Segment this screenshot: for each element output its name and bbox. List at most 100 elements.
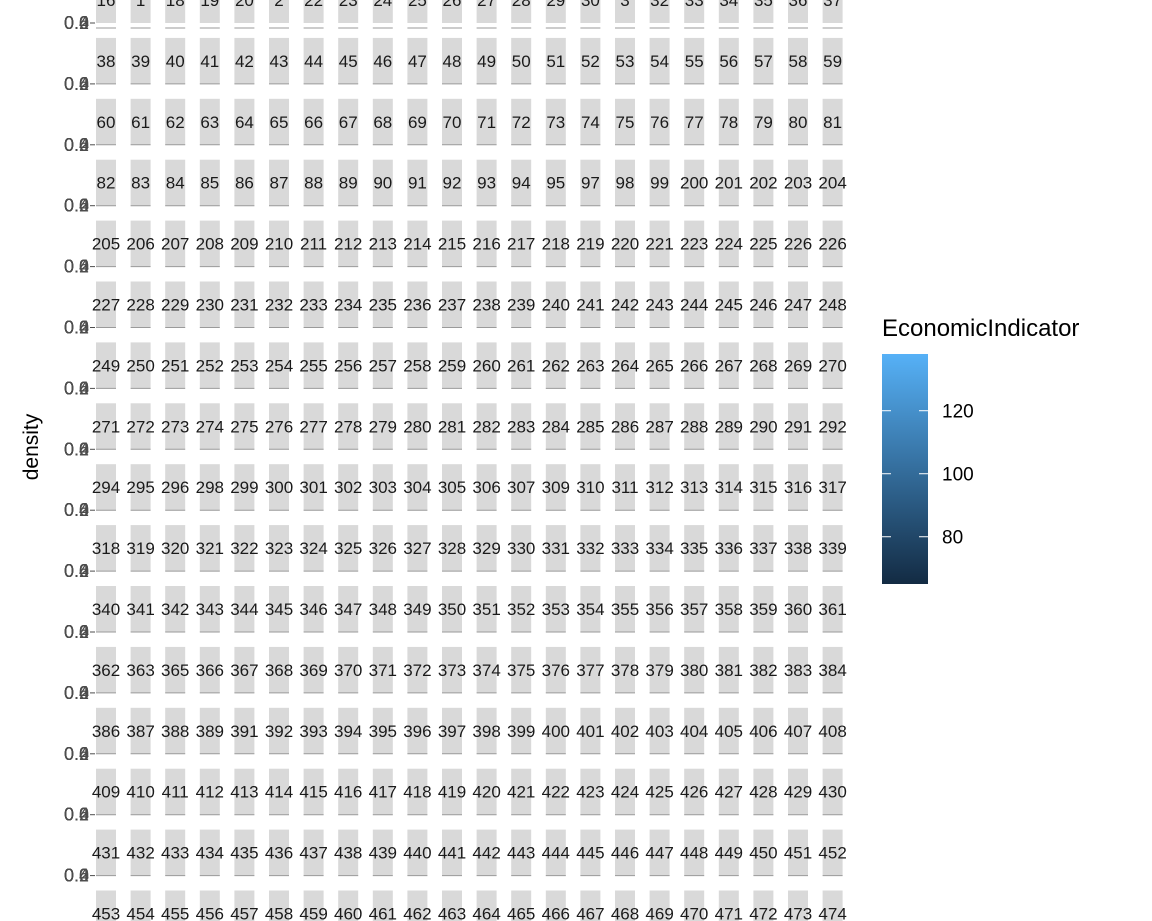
facet-panel: 433 [161, 830, 189, 876]
facet-strip-label: 383 [784, 661, 812, 680]
facet-strip-label: 347 [334, 600, 362, 619]
legend: EconomicIndicator 80100120 [882, 315, 1079, 584]
facet-strip-label: 200 [680, 174, 708, 193]
facet-strip-label: 47 [408, 52, 427, 71]
facet-panel: 246 [749, 282, 777, 328]
facet-panel: 319 [126, 525, 154, 571]
facet-panel: 238 [472, 282, 500, 328]
facet-panel: 279 [369, 403, 397, 449]
facet-strip-label: 314 [715, 478, 743, 497]
facet-strip-label: 396 [403, 722, 431, 741]
facet-strip-label: 462 [403, 905, 431, 921]
facet-panel: 437 [299, 830, 327, 876]
facet-panel: 266 [680, 342, 708, 388]
facet-strip-label: 312 [645, 478, 673, 497]
facet-panel: 252 [196, 342, 224, 388]
facet-panel: 388 [161, 708, 189, 754]
facet-strip-label: 78 [719, 113, 738, 132]
facet-panel: 19 [200, 0, 220, 28]
facet-panel: 337 [749, 525, 777, 571]
facet-strip-label: 285 [576, 417, 604, 436]
facet-panel: 60 [96, 99, 116, 145]
facet-panel: 358 [715, 586, 743, 632]
facet-strip-label: 466 [542, 905, 570, 921]
facet-strip-label: 3 [620, 0, 629, 10]
facet-panel: 458 [265, 891, 293, 921]
facet-panel: 467 [576, 891, 604, 921]
facet-strip-label: 216 [472, 235, 500, 254]
facet-strip-label: 227 [92, 296, 120, 315]
facet-panel: 372 [403, 647, 431, 693]
facet-strip-label: 267 [715, 356, 743, 375]
facet-panel: 322 [230, 525, 258, 571]
facet-panel: 221 [645, 221, 673, 267]
facet-panel: 239 [507, 282, 535, 328]
facet-strip-label: 350 [438, 600, 466, 619]
facet-panel: 397 [438, 708, 466, 754]
facet-panel: 323 [265, 525, 293, 571]
facet-panel: 466 [542, 891, 570, 921]
facet-panel: 462 [403, 891, 431, 921]
facet-panel: 379 [645, 647, 673, 693]
facet-strip-label: 246 [749, 296, 777, 315]
facet-strip-label: 424 [611, 783, 639, 802]
facet-panel: 429 [784, 769, 812, 815]
facet-strip-label: 247 [784, 296, 812, 315]
facet-panel: 233 [299, 282, 327, 328]
facet-panel: 201 [715, 160, 743, 206]
facet-panel: 413 [230, 769, 258, 815]
facet-panel: 447 [645, 830, 673, 876]
facet-panel: 211 [300, 221, 327, 267]
facet-panel: 91 [407, 160, 427, 206]
facet-panel: 361 [818, 586, 846, 632]
facet-strip-label: 286 [611, 417, 639, 436]
facet-strip-label: 67 [339, 113, 358, 132]
facet-strip-label: 57 [754, 52, 773, 71]
facet-panel: 396 [403, 708, 431, 754]
facet-strip-label: 422 [542, 783, 570, 802]
facet-panel: 200 [680, 160, 708, 206]
facet-panel: 406 [749, 708, 777, 754]
facet-strip-label: 36 [789, 0, 808, 10]
facet-strip-label: 441 [438, 844, 466, 863]
facet-panel: 288 [680, 403, 708, 449]
facet-strip-label: 401 [576, 722, 604, 741]
facet-panel: 38 [96, 38, 116, 84]
facet-strip-label: 450 [749, 844, 777, 863]
facet-panel: 262 [542, 342, 570, 388]
facet-panel: 298 [196, 464, 224, 510]
facet-strip-label: 292 [818, 417, 846, 436]
facet-strip-label: 206 [126, 235, 154, 254]
facet-strip-label: 265 [645, 356, 673, 375]
facet-panel: 56 [719, 38, 739, 84]
facet-strip-label: 443 [507, 844, 535, 863]
facet-strip-label: 406 [749, 722, 777, 741]
facet-panel: 18 [165, 0, 185, 28]
facet-strip-label: 373 [438, 661, 466, 680]
facet-panel: 79 [753, 99, 773, 145]
facet-strip-label: 325 [334, 539, 362, 558]
facet-panel: 50 [511, 38, 531, 84]
facet-strip-label: 59 [823, 52, 842, 71]
facet-strip-label: 452 [818, 844, 846, 863]
facet-panel: 42 [234, 38, 254, 84]
facet-strip-label: 407 [784, 722, 812, 741]
facet-strip-label: 316 [784, 478, 812, 497]
facet-strip-label: 382 [749, 661, 777, 680]
facet-strip-label: 400 [542, 722, 570, 741]
facet-panel: 289 [715, 403, 743, 449]
facet-strip-label: 237 [438, 296, 466, 315]
facet-panel: 403 [645, 708, 673, 754]
facet-panel: 64 [234, 99, 254, 145]
facet-strip-label: 394 [334, 722, 362, 741]
facet-panel: 3 [615, 0, 635, 28]
facet-strip-label: 470 [680, 905, 708, 921]
facet-panel: 327 [403, 525, 431, 571]
facet-strip-label: 24 [373, 0, 392, 10]
facet-strip-label: 283 [507, 417, 535, 436]
facet-panel: 245 [715, 282, 743, 328]
facet-strip-label: 468 [611, 905, 639, 921]
facet-panel: 208 [196, 221, 224, 267]
facet-panel: 425 [645, 769, 673, 815]
facet-strip-label: 379 [645, 661, 673, 680]
